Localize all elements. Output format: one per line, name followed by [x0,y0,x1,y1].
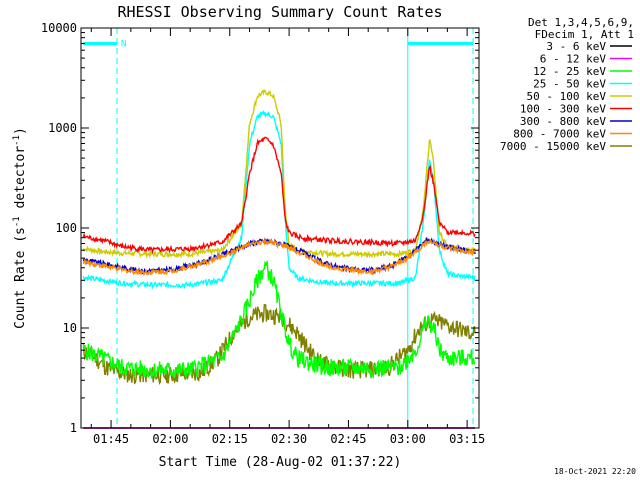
y-axis-label: Count Rate (s-1 detector-1) [12,127,28,329]
date-stamp: 18-Oct-2021 22:20 [554,467,636,476]
x-tick-label: 02:15 [212,432,248,446]
annotation-label-0: N [121,39,126,49]
x-tick-label: 03:00 [390,432,426,446]
x-tick-label: 03:15 [449,432,485,446]
plot-area: N [82,28,476,429]
legend-label-6: 300 - 800 keV [520,115,606,128]
series-line-4 [82,89,476,260]
x-tick-label: 02:45 [330,432,366,446]
chart-title: RHESSI Observing Summary Count Rates [117,3,442,21]
legend-label-0: 3 - 6 keV [546,40,606,53]
legend: Det 1,3,4,5,6,9, FDecim 1, Att 1 3 - 6 k… [500,16,634,153]
legend-label-8: 7000 - 15000 keV [500,140,606,153]
legend-label-5: 100 - 300 keV [520,103,606,116]
legend-label-2: 12 - 25 keV [533,65,606,78]
x-tick-label: 02:30 [271,432,307,446]
legend-label-3: 25 - 50 keV [533,78,606,91]
series-line-2 [82,260,476,379]
y-tick-label: 10 [63,321,77,335]
series-line-7 [82,236,476,277]
y-tick-label: 1000 [48,121,77,135]
series-line-5 [82,136,476,255]
series-line-3 [82,109,476,290]
legend-label-7: 800 - 7000 keV [513,128,606,141]
x-tick-label: 01:45 [93,432,129,446]
legend-header-line1: Det 1,3,4,5,6,9, [528,16,634,29]
y-tick-label: 10000 [41,21,77,35]
x-axis-label: Start Time (28-Aug-02 01:37:22) [159,455,402,470]
legend-header-line2: FDecim 1, Att 1 [535,28,634,41]
legend-label-4: 50 - 100 keV [527,90,607,103]
y-tick-label: 100 [55,221,77,235]
legend-label-1: 6 - 12 keV [540,53,607,66]
y-tick-label: 1 [70,421,77,435]
axis-ticks: 01:45 02:00 02:15 02:30 02:45 03:00 03:15 1 10 10… [41,21,485,446]
x-tick-label: 02:00 [152,432,188,446]
